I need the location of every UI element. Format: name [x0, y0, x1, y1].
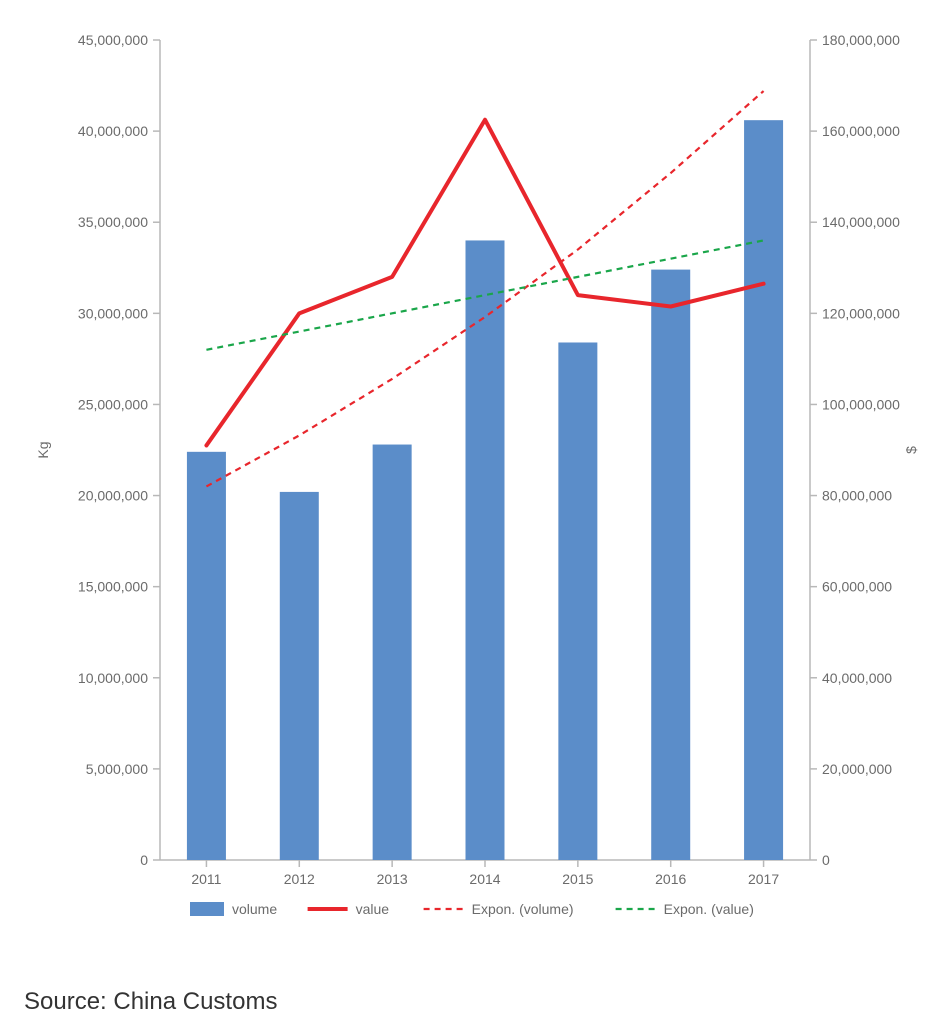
y-left-tick-label: 5,000,000	[86, 761, 148, 777]
y-right-tick-label: 20,000,000	[822, 761, 892, 777]
y-right-tick-label: 40,000,000	[822, 670, 892, 686]
y-left-axis-label: Kg	[35, 441, 51, 458]
y-right-tick-label: 80,000,000	[822, 488, 892, 504]
y-left-tick-label: 25,000,000	[78, 396, 148, 412]
source-text: Source: China Customs	[24, 988, 930, 1016]
x-tick-label: 2014	[469, 871, 500, 887]
y-left-tick-label: 45,000,000	[78, 32, 148, 48]
legend-label: Expon. (value)	[664, 901, 754, 917]
legend: volume value Expon. (volume) Expon. (value)	[190, 901, 754, 917]
legend-label: Expon. (volume)	[472, 901, 574, 917]
x-tick-label: 2013	[377, 871, 408, 887]
x-tick-label: 2012	[284, 871, 315, 887]
x-tick-label: 2015	[562, 871, 593, 887]
bar	[466, 240, 505, 860]
y-left-tick-label: 30,000,000	[78, 305, 148, 321]
y-right-tick-label: 180,000,000	[822, 32, 900, 48]
y-left-tick-label: 10,000,000	[78, 670, 148, 686]
x-tick-label: 2016	[655, 871, 686, 887]
chart-container: 0 5,000,000 10,000,000 15,000,000 20,000,000…	[20, 20, 930, 980]
y-right-tick-label: 0	[822, 852, 830, 868]
legend-label: volume	[232, 901, 277, 917]
y-right-tick-label: 140,000,000	[822, 214, 900, 230]
y-right-tick-label: 120,000,000	[822, 305, 900, 321]
legend-label: value	[356, 901, 390, 917]
legend-item: volume	[190, 901, 277, 917]
y-left-tick-label: 0	[140, 852, 148, 868]
bar	[187, 452, 226, 860]
bar	[280, 492, 319, 860]
y-left-tick-label: 35,000,000	[78, 214, 148, 230]
y-left-tick-label: 20,000,000	[78, 488, 148, 504]
y-right-tick-label: 100,000,000	[822, 396, 900, 412]
bar	[558, 342, 597, 860]
y-left-tick-label: 15,000,000	[78, 579, 148, 595]
y-right-tick-label: 160,000,000	[822, 123, 900, 139]
x-tick-label: 2011	[191, 871, 221, 887]
bar	[651, 270, 690, 860]
chart-svg: 0 5,000,000 10,000,000 15,000,000 20,000,000…	[20, 20, 930, 940]
bar	[744, 120, 783, 860]
y-right-tick-label: 60,000,000	[822, 579, 892, 595]
x-tick-label: 2017	[748, 871, 779, 887]
bar	[373, 445, 412, 860]
y-left-tick-label: 40,000,000	[78, 123, 148, 139]
y-right-axis-label: $	[903, 446, 919, 454]
